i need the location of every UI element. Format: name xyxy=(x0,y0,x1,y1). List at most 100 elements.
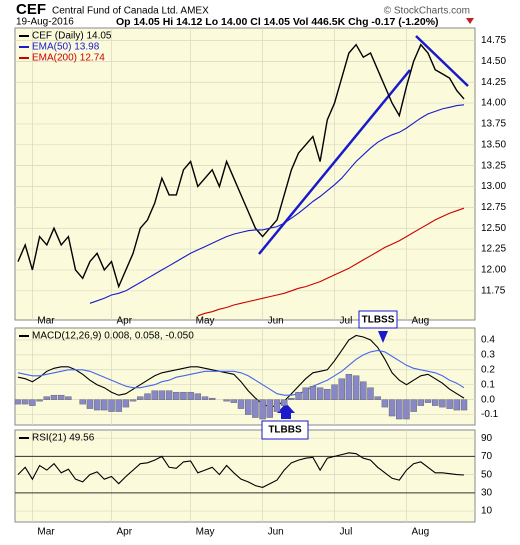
histogram-bar xyxy=(338,378,345,400)
histogram-bar xyxy=(57,394,65,400)
x-tick-label: Mar xyxy=(37,316,55,327)
histogram-bar xyxy=(331,384,338,400)
histogram-bar xyxy=(151,390,158,400)
histogram-bar xyxy=(86,399,94,409)
y-tick-label: 30 xyxy=(481,487,493,498)
histogram-bar xyxy=(295,391,302,400)
y-tick-label: 14.75 xyxy=(481,35,506,46)
histogram-bar xyxy=(417,399,425,406)
histogram-bar xyxy=(388,399,396,417)
annotation-box xyxy=(261,420,309,440)
legend-label: MACD(12,26,9) 0.008, 0.058, -0.050 xyxy=(32,331,194,342)
histogram-bar xyxy=(79,399,86,405)
quote: Op 14.05 Hi 14.12 Lo 14.00 Cl 14.05 Vol … xyxy=(116,16,439,28)
y-tick-label: 0.4 xyxy=(481,335,495,346)
y-tick-label: 70 xyxy=(481,451,493,462)
y-tick-label: 0.1 xyxy=(481,379,495,390)
histogram-bar xyxy=(352,375,360,400)
histogram-bar xyxy=(237,399,245,409)
x-tick-label: Mar xyxy=(37,527,55,538)
histogram-bar xyxy=(396,399,403,420)
rsi-panel xyxy=(14,429,476,523)
x-tick-label: Jun xyxy=(268,316,284,327)
histogram-bar xyxy=(309,386,317,400)
y-tick-label: 12.75 xyxy=(481,202,506,213)
histogram-bar xyxy=(158,390,166,400)
x-tick-label: Jun xyxy=(268,527,284,538)
histogram-bar xyxy=(115,399,122,412)
histogram-bar xyxy=(93,399,101,411)
y-tick-label: 13.75 xyxy=(481,119,506,130)
y-tick-label: 0.2 xyxy=(481,364,495,375)
y-tick-label: 12.00 xyxy=(481,265,506,276)
arrow xyxy=(378,331,388,343)
histogram-bar xyxy=(144,393,151,400)
down-arrow xyxy=(466,18,474,24)
histogram-bar xyxy=(14,399,22,405)
histogram-bar xyxy=(194,393,202,400)
y-tick-label: 50 xyxy=(481,469,493,480)
series-line xyxy=(17,43,465,289)
price-panel xyxy=(14,27,476,321)
histogram-bar xyxy=(173,391,180,400)
series-line xyxy=(197,207,465,317)
y-tick-label: 13.50 xyxy=(481,139,506,150)
x-tick-label: May xyxy=(196,527,215,538)
annotation: TLBBS xyxy=(268,425,302,436)
y-tick-label: 14.00 xyxy=(481,98,506,109)
grid xyxy=(15,28,475,522)
series-line xyxy=(17,334,465,408)
series-line xyxy=(17,452,465,488)
histogram-bar xyxy=(50,394,58,400)
histogram-bar xyxy=(65,396,72,400)
x-tick-label: Apr xyxy=(117,527,133,538)
date: 19-Aug-2016 xyxy=(16,17,74,28)
histogram-bar xyxy=(180,391,187,400)
x-tick-label: Jul xyxy=(340,316,353,327)
y-tick-label: 0.0 xyxy=(481,394,495,405)
histogram-bar xyxy=(360,381,367,400)
x-tick-label: Jul xyxy=(340,527,353,538)
company: Central Fund of Canada Ltd. AMEX xyxy=(52,6,209,17)
y-tick-label: 14.50 xyxy=(481,56,506,67)
histogram-bar xyxy=(324,388,331,400)
histogram-bar xyxy=(223,399,230,402)
source: © StockCharts.com xyxy=(384,6,470,17)
histogram-bar xyxy=(108,399,115,412)
histogram-bar xyxy=(29,399,36,406)
histogram-bar xyxy=(43,396,50,400)
legend-label: EMA(200) 12.74 xyxy=(32,53,105,64)
y-tick-label: 13.00 xyxy=(481,181,506,192)
y-tick-label: 12.25 xyxy=(481,244,506,255)
histogram-bar xyxy=(165,390,173,400)
series-line xyxy=(89,104,465,304)
annotation-box xyxy=(358,310,398,329)
histogram-bar xyxy=(21,399,29,405)
y-tick-label: 10 xyxy=(481,506,493,517)
ticker: CEF xyxy=(16,1,46,18)
histogram-bar xyxy=(122,399,130,408)
histogram-bar xyxy=(201,396,209,400)
y-tick-label: 12.50 xyxy=(481,223,506,234)
histogram-bar xyxy=(259,399,266,420)
x-tick-label: Apr xyxy=(117,316,133,327)
histogram-bar xyxy=(302,387,309,400)
histogram-bar xyxy=(230,399,238,403)
y-tick-label: -0.1 xyxy=(481,409,499,420)
histogram-bar xyxy=(280,399,288,406)
x-tick-label: Aug xyxy=(411,527,429,538)
histogram-bar xyxy=(381,399,389,408)
trendline xyxy=(415,35,469,87)
histogram-bar xyxy=(36,399,43,402)
y-tick-label: 0.3 xyxy=(481,350,495,361)
histogram-bar xyxy=(410,399,417,412)
legend-label: RSI(21) 49.56 xyxy=(32,433,95,444)
histogram-bar xyxy=(187,391,194,400)
histogram-bar xyxy=(432,399,439,406)
histogram-bar xyxy=(288,397,295,400)
histogram-bar xyxy=(439,399,446,408)
histogram-bar xyxy=(403,399,410,420)
histogram-bar xyxy=(446,399,453,409)
histogram-bar xyxy=(137,396,144,400)
histogram-bar xyxy=(273,399,281,412)
